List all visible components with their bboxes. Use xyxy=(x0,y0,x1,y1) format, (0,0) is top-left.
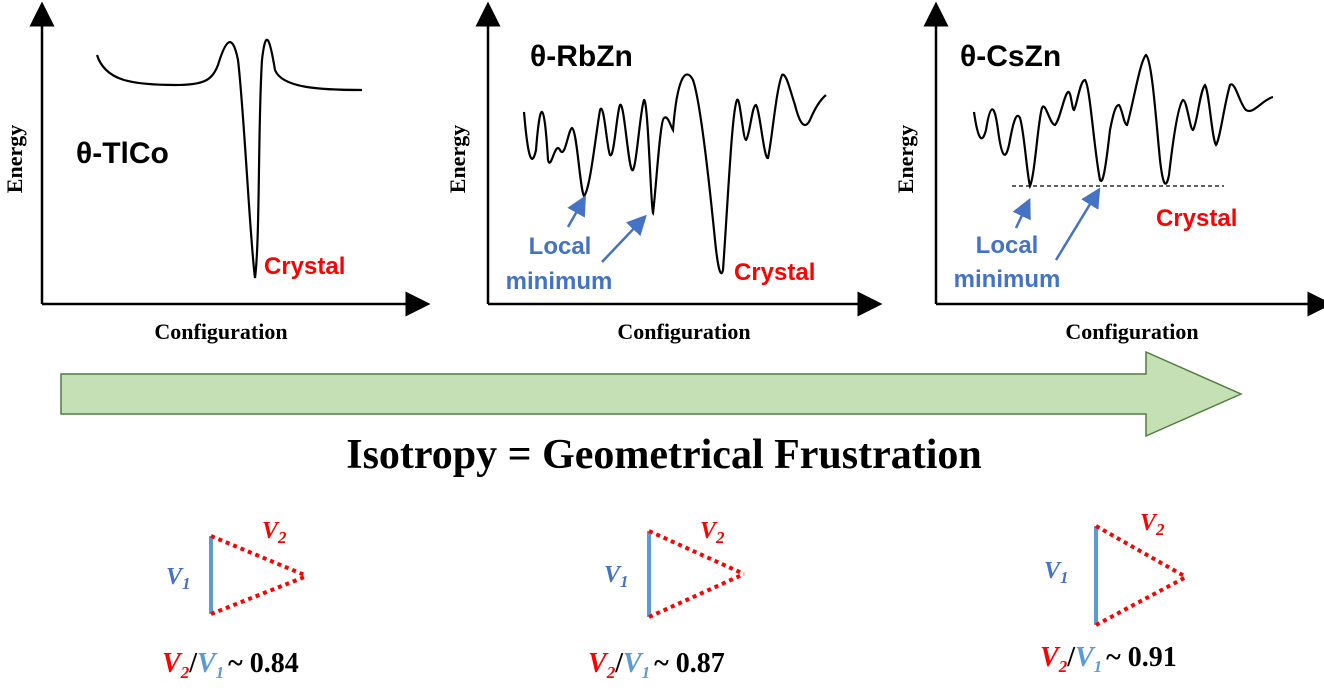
crystal-label: Crystal xyxy=(264,253,345,280)
v2-bond xyxy=(210,534,308,578)
local-minimum-label-line1: Local xyxy=(976,232,1039,259)
pointer-arrow xyxy=(1054,187,1101,261)
y-axis-label: Energy xyxy=(445,125,470,193)
v1-label: V1 xyxy=(604,562,629,591)
v2-label: V2 xyxy=(700,518,725,547)
v2-bond xyxy=(1095,524,1187,579)
panel-rbzn: θ-RbZn Crystal Local minimum Energy Conf… xyxy=(445,1,883,344)
local-minimum-label-line2: minimum xyxy=(506,268,613,295)
v2-label: V2 xyxy=(262,518,287,547)
v2-bond xyxy=(210,574,308,616)
trend-arrow xyxy=(60,350,1243,438)
panel-cszn: θ-CsZn Crystal Local minimum Energy Conf… xyxy=(893,1,1324,344)
triangle-diagram-3: V1 V2 V2/V1 ~ 0.91 xyxy=(1040,510,1187,676)
v2-bond xyxy=(648,572,745,619)
v2-bond xyxy=(1095,575,1187,627)
y-axis-label: Energy xyxy=(893,125,918,193)
crystal-label: Crystal xyxy=(734,259,815,286)
ratio-label: V2/V1 ~ 0.87 xyxy=(588,648,725,682)
y-axis-label: Energy xyxy=(2,125,27,193)
main-caption: Isotropy = Geometrical Frustration xyxy=(346,432,982,478)
energy-curve xyxy=(972,53,1274,190)
x-axis-label: Configuration xyxy=(154,319,287,344)
triangle-diagram-2: V1 V2 V2/V1 ~ 0.87 xyxy=(588,518,745,682)
pointer-arrow xyxy=(1012,197,1031,229)
energy-curve xyxy=(95,38,363,279)
panel-title: θ-CsZn xyxy=(960,40,1061,73)
pointer-arrow xyxy=(566,195,586,228)
local-minimum-label-line1: Local xyxy=(529,233,592,260)
triangle-diagram-1: V1 V2 V2/V1 ~ 0.84 xyxy=(162,518,308,682)
v2-label: V2 xyxy=(1140,510,1165,539)
panel-title: θ-TlCo xyxy=(76,137,169,170)
v1-label: V1 xyxy=(1044,558,1069,587)
ratio-label: V2/V1 ~ 0.91 xyxy=(1040,642,1177,676)
crystal-label: Crystal xyxy=(1156,205,1237,232)
pointer-arrow xyxy=(601,214,647,263)
panel-title: θ-RbZn xyxy=(530,40,633,73)
panel-tlco: θ-TlCo Crystal Energy Configuration xyxy=(2,1,431,344)
v2-bond xyxy=(648,529,745,576)
energy-curve xyxy=(522,73,827,275)
ratio-label: V2/V1 ~ 0.84 xyxy=(162,648,299,682)
local-minimum-label-line2: minimum xyxy=(954,266,1061,293)
x-axis-label: Configuration xyxy=(1065,319,1198,344)
v1-label: V1 xyxy=(166,564,191,593)
x-axis-label: Configuration xyxy=(617,319,750,344)
